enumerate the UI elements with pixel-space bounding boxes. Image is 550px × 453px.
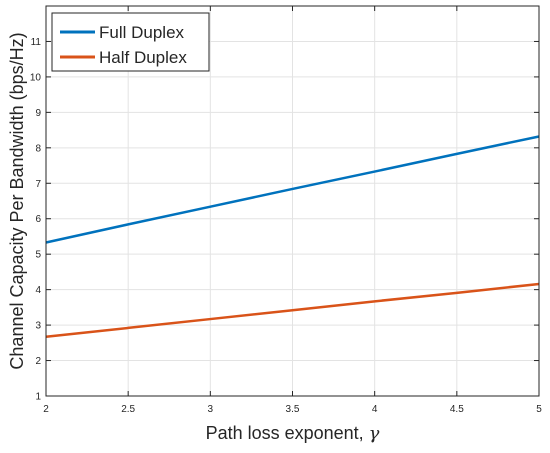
y-tick-label: 7 <box>35 179 41 190</box>
x-tick-label: 4.5 <box>450 404 464 415</box>
y-tick-label: 8 <box>35 143 41 154</box>
x-axis-title: Path loss exponent, γ <box>206 423 380 444</box>
y-tick-label: 10 <box>30 72 42 83</box>
y-tick-label: 1 <box>35 392 41 403</box>
y-tick-label: 11 <box>31 37 42 48</box>
y-tick-label: 3 <box>35 321 41 332</box>
x-tick-label: 2 <box>43 404 49 415</box>
y-tick-label: 4 <box>35 285 41 296</box>
legend-label-full-duplex: Full Duplex <box>99 23 185 42</box>
legend-box <box>51 12 210 72</box>
x-tick-label: 5 <box>536 404 542 415</box>
y-tick-label: 6 <box>35 214 41 225</box>
x-tick-label: 4 <box>372 404 378 415</box>
y-tick-label: 5 <box>35 250 41 261</box>
y-axis-title: Channel Capacity Per Bandwidth (bps/Hz) <box>7 32 27 369</box>
y-tick-label: 9 <box>35 108 41 119</box>
x-tick-label: 3.5 <box>286 404 300 415</box>
x-tick-label: 3 <box>208 404 214 415</box>
x-tick-label: 2.5 <box>121 404 135 415</box>
legend: Full Duplex Half Duplex <box>51 12 210 72</box>
y-tick-label: 2 <box>35 356 41 367</box>
legend-label-half-duplex: Half Duplex <box>99 48 187 67</box>
